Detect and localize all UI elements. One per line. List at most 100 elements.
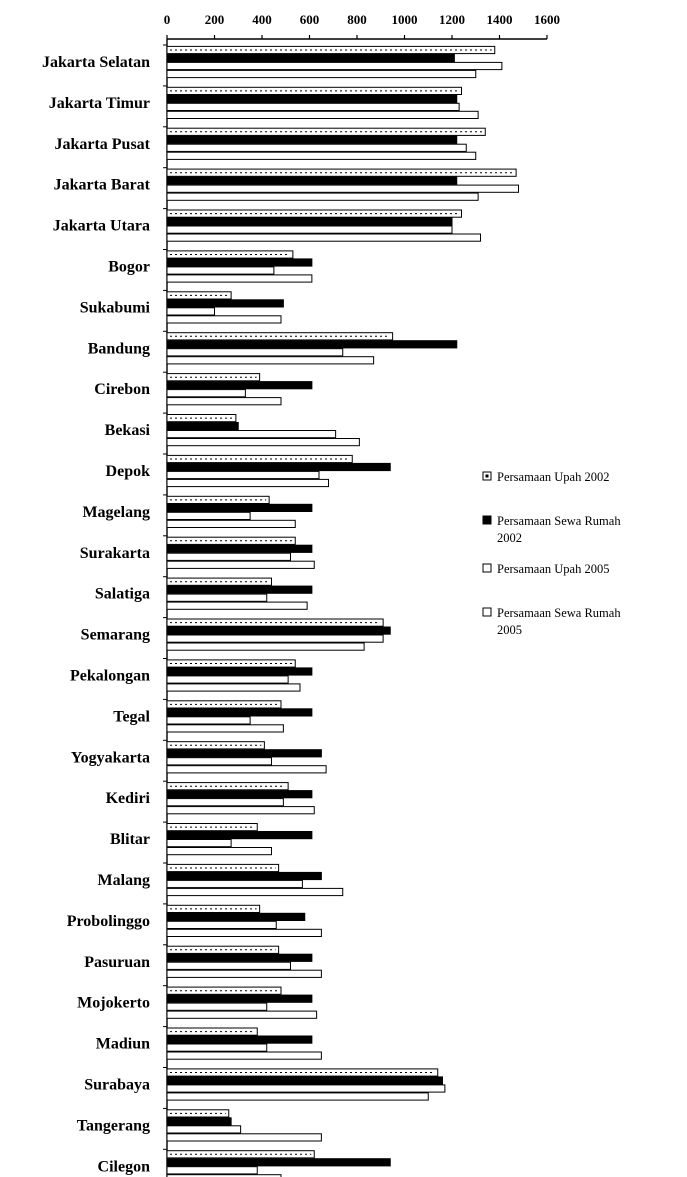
bar-tegal-series-4 [166, 724, 284, 733]
legend-label-series-4: Persamaan Sewa Rumah 2005 [497, 606, 621, 637]
bar-magelang-series-3 [166, 511, 251, 520]
bar-salatiga-series-3 [166, 593, 268, 602]
category-label-mojokerto: Mojokerto [77, 995, 150, 1012]
bar-sukabumi-series-1 [166, 291, 232, 300]
category-label-kediri: Kediri [106, 790, 151, 807]
bar-mojokerto-series-4 [166, 1010, 318, 1019]
bar-mojokerto-series-1 [166, 986, 282, 995]
category-label-salatiga: Salatiga [95, 586, 150, 603]
legend-label-series-1: Persamaan Upah 2002 [497, 470, 609, 484]
category-label-pasuruan: Pasuruan [84, 954, 150, 971]
category-labels: Jakarta Selatan Jakarta Timur Jakarta Pusa… [42, 54, 151, 1175]
category-label-tangerang: Tangerang [77, 1117, 150, 1134]
bar-surakarta-series-4 [166, 560, 315, 569]
bar-yogyakarta-series-4 [166, 765, 327, 774]
bar-malang-series-1 [166, 863, 280, 873]
bar-bogor-series-2 [166, 258, 313, 267]
category-label-sukabumi: Sukabumi [80, 299, 151, 316]
x-tick-label: 1400 [487, 12, 513, 27]
bar-madiun-series-1 [166, 1027, 258, 1036]
bar-salatiga-series-1 [166, 577, 272, 586]
bar-cirebon-series-4 [166, 397, 282, 406]
bar-jakarta-timur-series-2 [166, 94, 458, 104]
bar-tegal-series-2 [166, 708, 313, 717]
bar-surabaya-series-4 [166, 1092, 429, 1101]
x-tick-label: 0 [164, 12, 171, 27]
category-label-jakarta-selatan: Jakarta Selatan [42, 54, 150, 71]
bar-kediri-series-4 [166, 806, 315, 815]
bar-blitar-series-1 [166, 823, 258, 832]
bar-jakarta-timur-series-4 [166, 110, 479, 120]
bar-jakarta-barat-series-3 [166, 184, 519, 193]
x-tick-label: 800 [347, 12, 367, 27]
bar-surabaya-series-2 [166, 1076, 443, 1085]
bar-magelang-series-2 [166, 503, 313, 512]
legend-swatch-series-2 [482, 515, 492, 525]
legend-swatch-series-4 [482, 607, 492, 617]
bar-jakarta-pusat-series-4 [166, 151, 477, 160]
bar-surakarta-series-2 [166, 544, 313, 553]
bar-jakarta-timur-series-3 [166, 102, 460, 112]
bar-mojokerto-series-3 [166, 1002, 268, 1011]
bar-bekasi-series-3 [166, 430, 337, 439]
category-label-tegal: Tegal [113, 708, 150, 725]
category-label-probolinggo: Probolinggo [67, 913, 150, 930]
legend: Persamaan Upah 2002 Persamaan Sewa Rumah 2… [482, 470, 621, 637]
bar-malang-series-4 [166, 887, 344, 897]
bar-magelang-series-4 [166, 519, 296, 528]
bar-pekalongan-series-4 [166, 683, 301, 692]
bar-cilegon-series-4 [166, 1174, 282, 1177]
bar-pasuruan-series-4 [166, 969, 322, 978]
bar-blitar-series-2 [166, 831, 313, 840]
bar-kediri-series-1 [166, 782, 289, 791]
bar-tangerang-series-3 [166, 1125, 242, 1134]
category-label-depok: Depok [106, 463, 151, 480]
category-label-surakarta: Surakarta [80, 545, 150, 562]
bar-blitar-series-3 [166, 839, 232, 848]
bar-magelang-series-1 [166, 495, 270, 504]
x-tick-label: 1600 [534, 12, 560, 27]
bar-jakarta-pusat-series-2 [166, 135, 458, 144]
bar-jakarta-barat-series-4 [166, 192, 479, 201]
bar-depok-series-3 [166, 470, 320, 480]
legend-label-series-3: Persamaan Upah 2005 [497, 562, 609, 576]
bar-bogor-series-4 [166, 274, 313, 283]
bar-jakarta-utara-series-2 [166, 217, 453, 226]
x-axis: 0 200 400 600 800 1000 1200 1400 1600 [164, 12, 560, 40]
bar-malang-series-3 [166, 879, 303, 889]
category-label-jakarta-timur: Jakarta Timur [49, 95, 150, 112]
bar-cirebon-series-3 [166, 389, 246, 398]
bar-sukabumi-series-2 [166, 299, 284, 308]
category-label-madiun: Madiun [96, 1036, 150, 1053]
bar-blitar-series-4 [166, 847, 272, 856]
bar-surakarta-series-3 [166, 552, 291, 561]
bar-bogor-series-3 [166, 266, 275, 275]
bar-depok-series-1 [166, 454, 353, 464]
category-label-semarang: Semarang [81, 627, 150, 644]
bar-tegal-series-3 [166, 716, 251, 725]
bar-pasuruan-series-1 [166, 945, 280, 954]
x-tick-label: 1200 [439, 12, 465, 27]
bar-probolinggo-series-1 [166, 904, 261, 913]
bar-pasuruan-series-3 [166, 961, 291, 970]
bar-jakarta-selatan-series-4 [166, 69, 477, 79]
bar-madiun-series-2 [166, 1035, 313, 1044]
x-tick-label: 1000 [392, 12, 418, 27]
bar-cilegon-series-2 [166, 1158, 391, 1167]
category-label-magelang: Magelang [82, 504, 150, 521]
category-label-bekasi: Bekasi [105, 422, 151, 439]
bar-pasuruan-series-2 [166, 953, 313, 962]
category-label-bogor: Bogor [108, 259, 150, 276]
bar-jakarta-selatan-series-3 [166, 61, 503, 71]
bar-bogor-series-1 [166, 250, 294, 259]
bar-cirebon-series-1 [166, 373, 261, 382]
bar-jakarta-utara-series-4 [166, 233, 481, 242]
bar-salatiga-series-4 [166, 601, 308, 610]
bar-jakarta-utara-series-1 [166, 209, 462, 218]
legend-label-series-2: Persamaan Sewa Rumah 2002 [497, 514, 621, 545]
bar-tangerang-series-1 [166, 1109, 230, 1118]
bar-pekalongan-series-2 [166, 667, 313, 676]
bar-tegal-series-1 [166, 700, 282, 709]
legend-swatch-dot [485, 474, 489, 478]
